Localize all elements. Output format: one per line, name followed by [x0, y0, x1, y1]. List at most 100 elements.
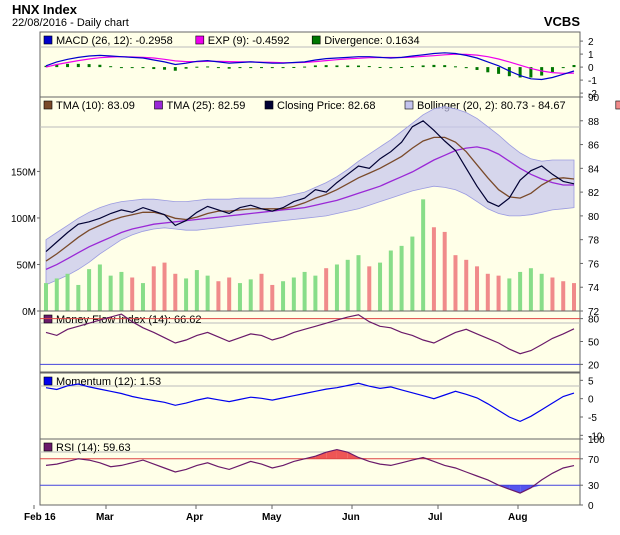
y-tick-label: 70: [588, 455, 600, 466]
y-tick-label: 76: [588, 259, 600, 270]
volume-bar: [464, 259, 469, 311]
y-tick-label: -1: [588, 76, 597, 87]
mfi-line: [45, 313, 575, 355]
volume-bar: [44, 283, 48, 311]
divergence-bar: [313, 65, 317, 68]
y-tick-label: 90: [588, 93, 600, 104]
y-tick-label: 0: [588, 395, 594, 406]
divergence-bar: [518, 67, 522, 78]
divergence-bar: [389, 67, 393, 69]
divergence-bar: [130, 67, 134, 69]
legend-label: Momentum (12): 1.53: [56, 376, 161, 388]
divergence-bar: [421, 65, 425, 68]
legend-label: RSI (14): 59.63: [56, 442, 131, 454]
legend-swatch: [615, 100, 620, 110]
y-tick-label: 74: [588, 283, 600, 294]
y-tick-label: -10: [588, 431, 603, 442]
divergence-bar: [335, 65, 339, 68]
volume-bar: [507, 278, 512, 311]
divergence-bar: [260, 67, 264, 69]
y-tick-label: 86: [588, 141, 600, 152]
divergence-bar: [432, 64, 436, 68]
y-tick-label: 50: [588, 338, 600, 349]
volume-bar: [291, 277, 296, 311]
volume-bar: [367, 266, 372, 311]
volume-bar: [205, 275, 210, 311]
divergence-bar: [119, 67, 123, 69]
x-tick-label: Mar: [96, 512, 114, 523]
volume-bar: [572, 283, 576, 311]
volume-bar: [237, 283, 242, 311]
volume-bar: [313, 275, 318, 311]
divergence-bar: [378, 66, 382, 68]
divergence-bar: [486, 67, 490, 73]
volume-bar: [334, 264, 339, 311]
tma25-line: [45, 146, 574, 270]
divergence-bar: [163, 67, 167, 70]
volume-bar: [248, 279, 253, 311]
y-tick-label: 2: [588, 37, 594, 48]
volume-bar: [302, 271, 307, 311]
divergence-bar: [55, 64, 59, 68]
macd-line: [45, 52, 575, 81]
divergence-bar: [227, 67, 231, 69]
divergence-bar: [195, 66, 199, 68]
volume-bar: [431, 227, 436, 311]
volume-bar: [421, 199, 426, 311]
y-tick-label: 5: [588, 376, 594, 387]
tma10-line: [45, 136, 575, 262]
divergence-bar: [453, 66, 457, 68]
y-tick-label: 1: [588, 50, 594, 61]
panel-macd: [39, 31, 581, 98]
chart-subtitle: 22/08/2016 - Daily chart: [12, 17, 129, 29]
y-tick-label: -2: [588, 89, 597, 100]
volume-tick-label: 100M: [11, 214, 36, 225]
divergence-bar: [443, 65, 447, 68]
legend-swatch: [404, 100, 414, 110]
y-tick-label: 78: [588, 236, 600, 247]
volume-bar: [194, 270, 199, 311]
divergence-bar: [400, 66, 404, 68]
legend-label: EXP (9): -0.4592: [208, 35, 290, 47]
volume-bar: [97, 264, 102, 311]
volume-tick-label: 150M: [11, 167, 36, 178]
divergence-bar: [141, 67, 145, 69]
divergence-bar: [249, 67, 253, 69]
volume-bar: [140, 283, 145, 311]
divergence-bar: [206, 66, 210, 68]
volume-bar: [54, 278, 59, 311]
divergence-bar: [464, 67, 468, 69]
rsi-oversold-fill: [509, 485, 521, 494]
divergence-bar: [367, 66, 371, 68]
volume-bar: [539, 273, 544, 311]
volume-bar: [324, 268, 329, 311]
divergence-bar: [216, 67, 220, 69]
volume-bar: [173, 273, 178, 311]
panel-mfi: [39, 310, 581, 373]
divergence-bar: [281, 67, 285, 69]
legend-swatch: [43, 100, 53, 110]
y-tick-label: 82: [588, 188, 600, 199]
volume-bar: [388, 250, 393, 311]
divergence-bar: [87, 64, 91, 68]
volume-bar: [550, 277, 555, 311]
volume-bar: [108, 275, 113, 311]
x-tick-label: Jun: [342, 512, 360, 523]
volume-tick-label: 50M: [17, 260, 36, 271]
divergence-bar: [324, 65, 328, 68]
divergence-bar: [66, 63, 70, 68]
divergence-bar: [76, 63, 80, 68]
volume-bar: [518, 271, 523, 311]
volume-bar: [151, 266, 156, 311]
legend-label: Closing Price: 82.68: [277, 100, 375, 112]
y-tick-label: 80: [588, 315, 600, 326]
volume-bar: [270, 284, 275, 311]
y-tick-label: 20: [588, 360, 600, 371]
legend-swatch: [264, 100, 274, 110]
divergence-bar: [356, 65, 360, 68]
y-tick-label: 100: [588, 435, 605, 446]
volume-bar: [162, 262, 167, 311]
divergence-bar: [152, 67, 156, 70]
divergence-bar: [270, 67, 274, 69]
